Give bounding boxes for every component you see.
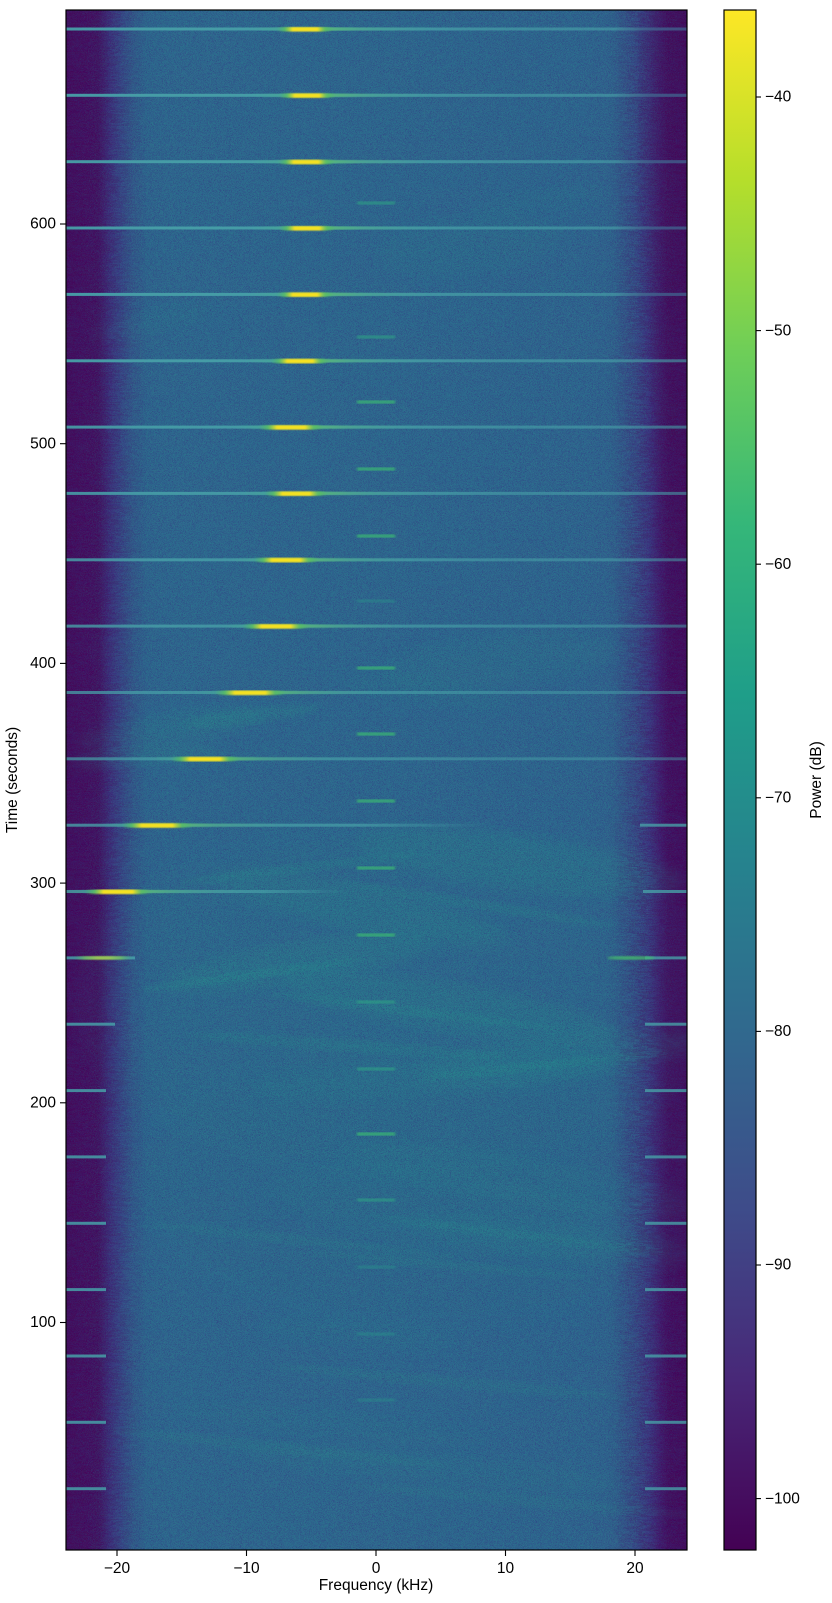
svg-text:−10: −10 [233,1560,260,1577]
svg-text:−50: −50 [765,322,792,339]
svg-text:Time (seconds): Time (seconds) [4,727,21,833]
svg-text:−80: −80 [765,1023,792,1040]
svg-text:−40: −40 [765,89,792,106]
svg-text:Frequency (kHz): Frequency (kHz) [319,1577,434,1594]
svg-text:10: 10 [497,1560,515,1577]
svg-text:20: 20 [626,1560,644,1577]
svg-text:500: 500 [30,435,56,452]
svg-text:200: 200 [30,1095,56,1112]
svg-text:Power (dB): Power (dB) [808,741,825,819]
svg-text:300: 300 [30,875,56,892]
svg-text:0: 0 [372,1560,381,1577]
svg-text:−90: −90 [765,1257,792,1274]
svg-text:100: 100 [30,1314,56,1331]
svg-text:600: 600 [30,216,56,233]
svg-text:−60: −60 [765,556,792,573]
svg-text:−100: −100 [765,1490,800,1507]
svg-text:−70: −70 [765,790,792,807]
svg-text:−20: −20 [104,1560,131,1577]
svg-text:400: 400 [30,655,56,672]
